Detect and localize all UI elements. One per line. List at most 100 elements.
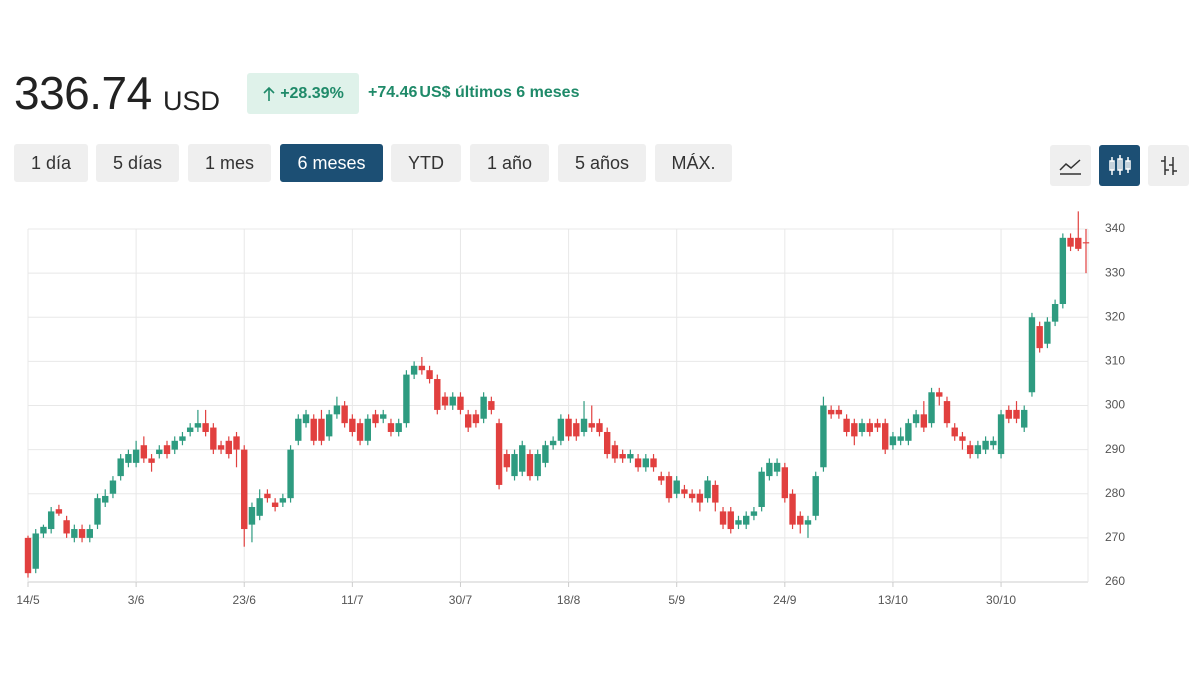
candle-body: [573, 423, 580, 437]
x-tick-label: 14/5: [16, 593, 40, 607]
x-tick-label: 30/7: [449, 593, 473, 607]
candle-body: [194, 423, 202, 428]
candle-body: [47, 511, 55, 530]
candle-body: [78, 529, 86, 538]
change-currency: US$: [419, 84, 451, 101]
candle-body: [719, 511, 727, 525]
candle-body: [40, 526, 47, 534]
candle-body: [735, 520, 742, 525]
candle-body: [109, 480, 117, 494]
candle-chart-button[interactable]: [1099, 145, 1140, 186]
candle-body: [349, 418, 356, 432]
candle-body: [179, 436, 186, 441]
candle-body: [596, 423, 603, 432]
range-button[interactable]: 1 día: [14, 144, 88, 182]
range-button[interactable]: 5 días: [96, 144, 179, 182]
change-abs: +74.46 US$ últimos 6 meses: [368, 84, 579, 102]
candle-body: [325, 414, 333, 437]
candle-body: [851, 423, 858, 437]
y-tick-label: 280: [1105, 486, 1125, 500]
candle-icon: [1109, 155, 1131, 175]
candle-body: [843, 418, 850, 432]
candle-body: [202, 423, 209, 432]
candle-body: [696, 493, 704, 503]
candle-body: [63, 520, 70, 534]
candle-body: [951, 427, 958, 437]
ohlc-chart-button[interactable]: [1148, 145, 1189, 186]
x-tick-label: 3/6: [128, 593, 145, 607]
candle-body: [464, 414, 472, 428]
y-tick-label: 270: [1105, 530, 1125, 544]
candle-body: [1021, 409, 1028, 428]
candle-body: [1059, 237, 1067, 305]
candle-body: [588, 423, 595, 428]
candle-body: [688, 493, 696, 499]
candle-body: [472, 414, 480, 424]
candle-body: [449, 396, 456, 406]
candle-body: [835, 409, 843, 415]
change-pct: +28.39%: [280, 84, 344, 102]
candle-body: [650, 458, 657, 468]
candle-body: [488, 401, 495, 410]
candle-body: [318, 418, 325, 441]
candle-body: [990, 440, 997, 446]
candle-body: [580, 418, 588, 432]
candle-body: [341, 405, 348, 424]
candle-body: [1051, 304, 1059, 322]
candle-body: [534, 454, 541, 477]
candle-body: [781, 467, 789, 499]
candle-body: [974, 445, 982, 455]
candle-body: [889, 436, 897, 446]
x-tick-label: 18/8: [557, 593, 581, 607]
candle-body: [959, 436, 966, 441]
y-tick-label: 290: [1105, 442, 1125, 456]
candle-body: [681, 489, 688, 494]
candle-body: [356, 423, 364, 441]
candle-body: [171, 440, 178, 450]
up-arrow: [263, 86, 275, 101]
candle-body: [603, 431, 611, 455]
y-tick-label: 300: [1105, 398, 1125, 412]
range-button[interactable]: 1 mes: [188, 144, 271, 182]
candle-body: [758, 471, 765, 507]
candle-body: [936, 392, 943, 397]
candle-body: [789, 493, 796, 525]
range-button[interactable]: MÁX.: [655, 144, 732, 182]
ohlc-icon: [1161, 156, 1177, 175]
candle-body: [140, 445, 148, 459]
candle-body: [441, 396, 449, 406]
candle-body: [217, 445, 225, 450]
x-tick-label: 24/9: [773, 593, 797, 607]
candle-body: [302, 414, 310, 424]
candle-body: [287, 449, 294, 499]
line-chart-button[interactable]: [1050, 145, 1091, 186]
candle-body: [434, 379, 441, 410]
candle-body: [210, 427, 217, 450]
candle-body: [410, 365, 418, 375]
candle-body: [712, 484, 719, 503]
candle-body: [248, 506, 256, 525]
candle-body: [905, 423, 912, 441]
candle-body: [704, 480, 711, 499]
y-tick-label: 260: [1105, 574, 1125, 588]
candle-body: [920, 414, 928, 428]
candle-body: [627, 454, 634, 459]
candle-body: [658, 476, 665, 481]
range-button[interactable]: YTD: [391, 144, 461, 182]
candle-body: [812, 476, 819, 516]
range-button[interactable]: 5 años: [558, 144, 646, 182]
candle-body: [395, 423, 402, 432]
range-button[interactable]: 6 meses: [280, 144, 383, 182]
candle-body: [457, 396, 464, 410]
candle-body: [94, 498, 101, 525]
candle-body: [132, 449, 140, 463]
x-tick-label: 5/9: [668, 593, 685, 607]
candle-body: [982, 440, 989, 450]
currency: USD: [163, 86, 221, 116]
candle-body: [1028, 317, 1036, 393]
range-button[interactable]: 1 año: [470, 144, 549, 182]
candle-body: [858, 423, 866, 432]
candle-body: [773, 462, 781, 472]
candle-body: [480, 396, 487, 419]
